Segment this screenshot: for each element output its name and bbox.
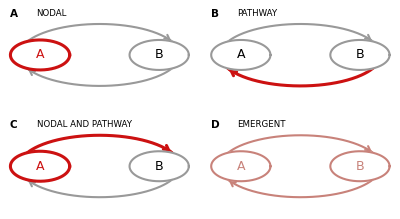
- Text: NODAL: NODAL: [36, 9, 67, 18]
- Polygon shape: [211, 151, 270, 181]
- Polygon shape: [330, 40, 390, 70]
- Text: C: C: [10, 120, 17, 130]
- Polygon shape: [130, 40, 189, 70]
- Text: B: B: [356, 160, 364, 173]
- Text: A: A: [236, 160, 245, 173]
- Polygon shape: [10, 40, 70, 70]
- Text: EMERGENT: EMERGENT: [237, 120, 286, 129]
- Text: NODAL AND PATHWAY: NODAL AND PATHWAY: [36, 120, 132, 129]
- Polygon shape: [130, 151, 189, 181]
- Polygon shape: [211, 40, 270, 70]
- Text: B: B: [155, 48, 164, 62]
- Text: B: B: [356, 48, 364, 62]
- Text: A: A: [236, 48, 245, 62]
- Text: A: A: [36, 48, 44, 62]
- Text: PATHWAY: PATHWAY: [237, 9, 278, 18]
- Text: A: A: [10, 9, 18, 18]
- Text: A: A: [36, 160, 44, 173]
- Text: D: D: [210, 120, 219, 130]
- Text: B: B: [155, 160, 164, 173]
- Text: B: B: [210, 9, 218, 18]
- Polygon shape: [10, 151, 70, 181]
- Polygon shape: [330, 151, 390, 181]
